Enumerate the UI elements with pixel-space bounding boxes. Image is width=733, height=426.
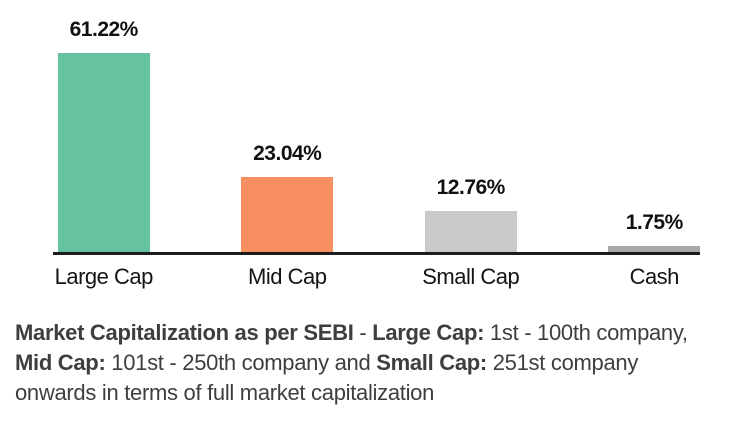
value-label-small-cap: 12.76% (436, 176, 506, 199)
footnote-bold-segment: Mid Cap: (15, 350, 106, 375)
category-label-mid-cap: Mid Cap (248, 264, 327, 289)
footnote: Market Capitalization as per SEBI - Larg… (15, 318, 715, 408)
bar-cash (608, 246, 701, 252)
category-label-large-cap: Large Cap (54, 264, 154, 289)
category-label-small-cap: Small Cap (422, 264, 520, 289)
bar-group-mid-cap: 23.04% (196, 0, 380, 252)
bar-large-cap (57, 53, 150, 252)
bar-columns: 61.22% 23.04% 12.76% 1.75% (12, 0, 733, 252)
value-label-large-cap: 61.22% (69, 18, 139, 41)
footnote-bold-segment: Market Capitalization as per SEBI (15, 320, 354, 345)
bar-small-cap (424, 211, 517, 252)
bar-group-large-cap: 61.22% (12, 0, 196, 252)
footnote-segment: 251st company onwards in terms of full m… (15, 350, 639, 405)
bar-group-cash: 1.75% (563, 0, 733, 252)
category-label-cash: Cash (629, 264, 680, 289)
footnote-segment: 101st - 250th company and (105, 350, 377, 375)
footnote-segment: - (353, 320, 373, 345)
category-labels: Large Cap Mid Cap Small Cap Cash (12, 264, 733, 290)
x-axis-line (53, 252, 700, 255)
footnote-segment: 1st - 100th company, (484, 320, 688, 345)
bar-mid-cap (241, 177, 334, 252)
value-label-cash: 1.75% (625, 211, 684, 234)
bar-group-small-cap: 12.76% (379, 0, 563, 252)
footnote-bold-segment: Small Cap: (376, 350, 487, 375)
footnote-bold-segment: Large Cap: (372, 320, 485, 345)
value-label-mid-cap: 23.04% (253, 142, 322, 165)
